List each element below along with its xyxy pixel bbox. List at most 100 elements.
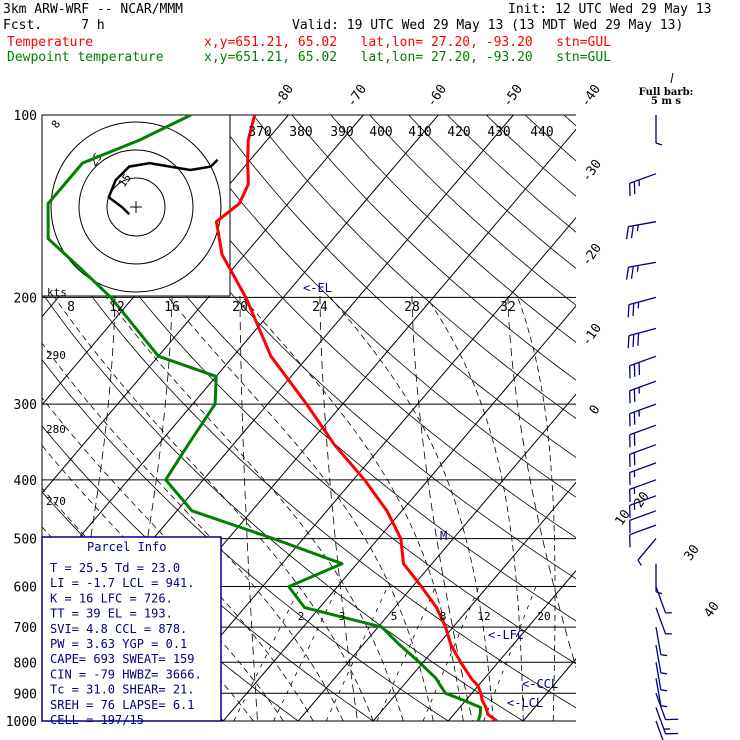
temperature-legend-label: Temperature <box>7 35 94 50</box>
theta-left-label: 290 <box>46 349 66 362</box>
isotherm-label: -70 <box>344 82 370 110</box>
dry-adiabat <box>524 115 576 162</box>
dry-adiabat <box>603 115 740 721</box>
hodograph-ring <box>50 121 222 293</box>
pressure-tick-label: 400 <box>14 474 37 489</box>
isotherm-line <box>222 305 576 721</box>
parcel-info-row: SREH = 76 LAPSE= 6.1 <box>50 698 195 712</box>
hodograph-radial-curve <box>507 295 576 669</box>
hodograph-radial-curve <box>239 296 258 721</box>
hodograph-ring-label: 24 <box>312 300 328 315</box>
full-barb-unit: 5 m s <box>651 96 682 107</box>
dry-adiabat <box>719 115 740 721</box>
dry-adiabat <box>136 115 576 539</box>
isotherm-label: 20 <box>631 489 652 510</box>
wind-barb <box>627 327 657 349</box>
el-marker: <-EL <box>303 281 332 295</box>
parcel-info-box <box>42 537 221 721</box>
wind-barb <box>629 444 657 467</box>
dry-adiabat <box>213 115 576 458</box>
isotherm-line <box>297 393 576 721</box>
dry-adiabat <box>42 224 576 709</box>
mixing-ratio-label: 5 <box>391 610 398 623</box>
wind-barb <box>629 424 657 448</box>
dry-adiabat <box>681 115 740 721</box>
wind-barb <box>655 662 668 692</box>
isotherm-label: -80 <box>271 82 297 110</box>
forecast-hour: Fcst. 7 h <box>3 18 105 33</box>
theta-label: 440 <box>530 125 553 140</box>
theta-label: 410 <box>408 125 431 140</box>
pressure-tick-label: 300 <box>14 398 37 413</box>
wind-barb <box>629 510 657 534</box>
parcel-info-row: PW = 3.63 YGP = 0.1 <box>50 637 187 651</box>
wind-barb <box>629 355 657 379</box>
mixing-ratio-line <box>483 586 537 721</box>
isotherm-line <box>598 115 740 721</box>
theta-label: 380 <box>289 125 312 140</box>
dry-adiabat <box>408 115 576 269</box>
init-time: Init: 12 UTC Wed 29 May 13 <box>508 2 712 17</box>
wind-barb <box>629 380 657 404</box>
parcel-info-border <box>41 536 222 722</box>
wind-barb <box>637 538 657 566</box>
isotherm-label: -10 <box>579 321 605 349</box>
dry-adiabat <box>291 115 576 381</box>
pressure-tick-label: 1000 <box>6 715 37 730</box>
theta-left-label: 280 <box>46 423 66 436</box>
full-barb-title: Full barb: <box>639 87 694 98</box>
theta-left-label: 270 <box>46 495 66 508</box>
parcel-info-title: Parcel Info <box>87 540 166 554</box>
theta-label: 420 <box>447 125 470 140</box>
ccl-marker: <-CCL <box>522 677 558 691</box>
pressure-tick-label: 900 <box>14 687 37 702</box>
pressure-tick-label: 700 <box>14 621 37 636</box>
temperature-profile <box>214 115 498 721</box>
lfc-marker: <-LFC <box>488 628 524 642</box>
pressure-tick-label: 200 <box>14 291 37 306</box>
wind-barbs <box>625 115 679 740</box>
pressure-tick-label: 800 <box>14 656 37 671</box>
hodograph-radial-curve <box>319 296 358 721</box>
mixing-ratio-label: 3 <box>339 610 346 623</box>
hodograph-trace <box>107 158 219 216</box>
wind-barb <box>655 707 679 735</box>
parcel-info: Parcel Info T = 25.5 Td = 23.0LI = -1.7 L… <box>41 536 222 727</box>
wind-barb <box>629 495 657 519</box>
wind-barb <box>655 645 668 675</box>
isotherm-line <box>147 216 576 721</box>
dry-adiabat <box>252 115 576 419</box>
isotherm-line <box>673 115 740 721</box>
parcel-info-row: SVI= 4.8 CCL = 878. <box>50 622 187 636</box>
parcel-info-row: TT = 39 EL = 193. <box>50 607 173 621</box>
isotherm-label: -60 <box>424 82 450 110</box>
mixing-ratio-line <box>233 586 301 721</box>
isotherm-line <box>42 115 364 494</box>
dry-adiabat <box>42 359 449 721</box>
wind-barb <box>655 607 672 635</box>
parcel-info-row: CIN = -79 HWBZ= 3666. <box>50 667 202 681</box>
full-barb-sample <box>670 72 674 84</box>
parcel-info-row: K = 16 LFC = 726. <box>50 591 173 605</box>
lcl-marker: <-LCL <box>507 696 543 710</box>
wind-barb <box>627 296 657 318</box>
dewpoint-legend-label: Dewpoint temperature <box>7 50 164 65</box>
isotherm-line <box>372 481 576 721</box>
wind-barb <box>629 524 657 548</box>
hodograph-ring-label: 12 <box>109 300 125 315</box>
valid-time: Valid: 19 UTC Wed 29 May 13 (13 MDT Wed … <box>292 18 684 33</box>
wind-barb <box>655 586 672 614</box>
hodograph-radial-curve <box>411 296 473 721</box>
dewpoint-legend-info: x,y=651.21, 65.02 lat,lon= 27.20, -93.20… <box>204 50 611 65</box>
parcel-info-row: Tc = 31.0 SHEAR= 21. <box>50 683 195 697</box>
moist-adiabat <box>242 297 464 721</box>
hodograph-ring-label: 16 <box>164 300 180 315</box>
mixing-ratio-line <box>422 586 480 721</box>
hodograph-ring <box>106 177 166 237</box>
m-marker: M <box>440 529 447 543</box>
parcel-info-row: CELL = 197/15 <box>50 713 144 727</box>
profiles <box>46 115 498 721</box>
dry-adiabat <box>330 115 576 343</box>
